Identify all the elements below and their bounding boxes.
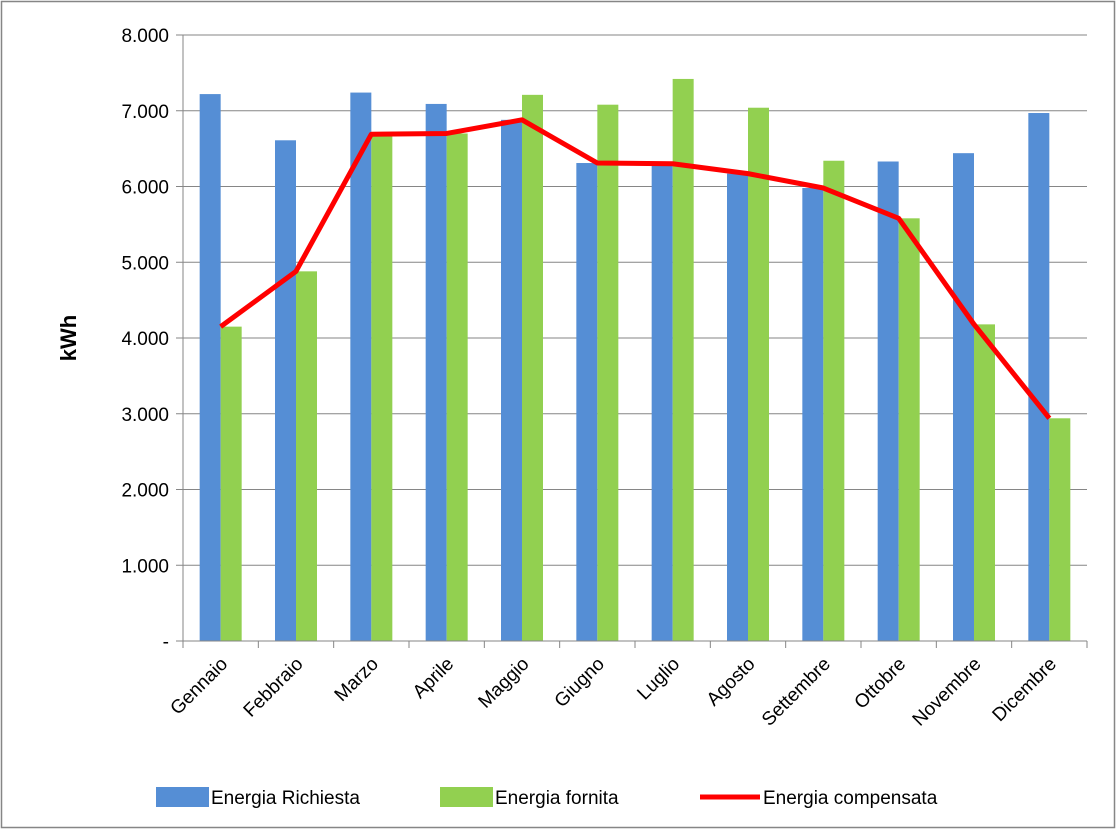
legend-label: Energia fornita [495, 788, 619, 809]
bar-energia-fornita [1049, 418, 1071, 641]
legend-swatch [440, 787, 493, 807]
bar-energia-richiesta [501, 119, 522, 642]
legend-item-energia-richiesta: Energia Richiesta [156, 787, 360, 809]
bar-energia-richiesta [350, 92, 372, 641]
grid-lines [183, 34, 1087, 566]
bar-energia-fornita [748, 107, 769, 642]
y-tick-label: 5.000 [121, 253, 169, 274]
bar-energia-fornita [898, 218, 920, 641]
bar-energia-fornita [371, 134, 393, 642]
bar-energia-fornita [220, 326, 242, 641]
y-tick-label: 2.000 [121, 481, 169, 502]
y-axis-title: kWh [56, 315, 81, 361]
bar-energia-richiesta [576, 163, 598, 641]
y-tick-label: 8.000 [121, 26, 169, 47]
bar-energia-richiesta [802, 188, 824, 641]
legend-item-energia-compensata: Energia compensata [700, 788, 938, 809]
compensated-line [219, 117, 1052, 420]
bar-energia-richiesta [425, 103, 447, 642]
bar-energia-richiesta [953, 153, 974, 642]
bar-energia-richiesta [199, 94, 221, 641]
bars [199, 78, 1071, 642]
bar-energia-fornita [974, 324, 995, 641]
legend: Energia Richiesta Energia fornita Energia … [156, 787, 938, 809]
bar-energia-richiesta [651, 163, 673, 641]
bar-energia-fornita [597, 104, 619, 641]
y-tick-label: 3.000 [121, 405, 169, 426]
bar-energia-richiesta [877, 161, 899, 641]
y-tick-label: - [163, 632, 169, 653]
axes [176, 34, 1088, 648]
bar-energia-richiesta [727, 173, 748, 641]
bar-energia-richiesta [1028, 113, 1050, 641]
legend-label: Energia Richiesta [211, 788, 360, 809]
y-tick-label: 4.000 [121, 329, 169, 350]
bar-energia-fornita [522, 94, 543, 641]
y-tick-label: 6.000 [121, 178, 169, 199]
bar-energia-richiesta [275, 140, 296, 642]
y-tick-label: 7.000 [121, 102, 169, 123]
bar-energia-fornita [823, 160, 845, 641]
bar-energia-fornita [672, 78, 694, 641]
legend-swatch [156, 787, 209, 807]
legend-item-energia-fornita: Energia fornita [440, 787, 619, 809]
y-tick-label: 1.000 [121, 556, 169, 577]
bar-energia-fornita [446, 133, 468, 641]
legend-label: Energia compensata [763, 788, 938, 809]
line-energia-compensata [219, 117, 1052, 420]
bar-energia-fornita [296, 271, 317, 641]
